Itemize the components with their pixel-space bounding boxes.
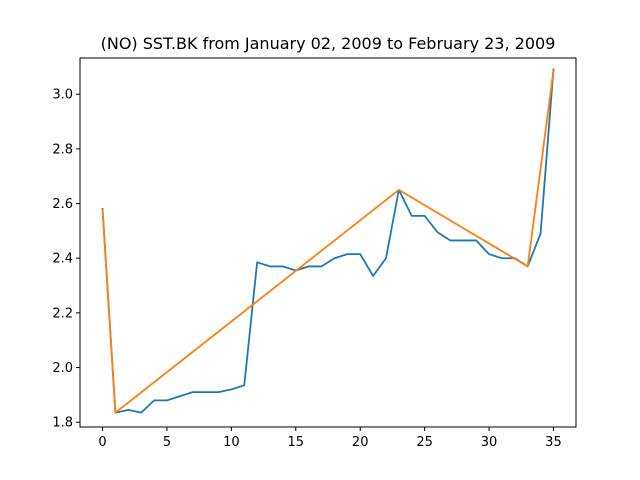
plot-frame bbox=[79, 57, 577, 428]
y-tick-label: 1.8 bbox=[52, 416, 73, 431]
y-tick-label: 2.4 bbox=[52, 252, 73, 267]
x-tick-label: 25 bbox=[416, 435, 433, 450]
x-tick-label: 5 bbox=[163, 435, 171, 450]
y-tick-label: 2.2 bbox=[52, 306, 73, 321]
x-tick-label: 10 bbox=[223, 435, 240, 450]
y-tick-label: 2.0 bbox=[52, 361, 73, 376]
y-tick-label: 2.8 bbox=[52, 142, 73, 157]
x-tick-label: 15 bbox=[288, 435, 305, 450]
x-tick-label: 35 bbox=[545, 435, 562, 450]
chart-title: (NO) SST.BK from January 02, 2009 to Feb… bbox=[101, 34, 556, 53]
x-tick-label: 0 bbox=[98, 435, 106, 450]
series-line-1 bbox=[101, 68, 555, 414]
y-tick-label: 2.6 bbox=[52, 197, 73, 212]
series-layer bbox=[101, 68, 555, 414]
x-tick-label: 30 bbox=[481, 435, 498, 450]
x-tick-label: 20 bbox=[352, 435, 369, 450]
y-tick-label: 3.0 bbox=[52, 88, 73, 103]
series-line-2 bbox=[101, 69, 555, 414]
axes-layer: 0 5 10 15 20 25 30 35 1.8 2.0 2.2 2.4 2.6 2.8 3.0 bbox=[52, 57, 577, 450]
